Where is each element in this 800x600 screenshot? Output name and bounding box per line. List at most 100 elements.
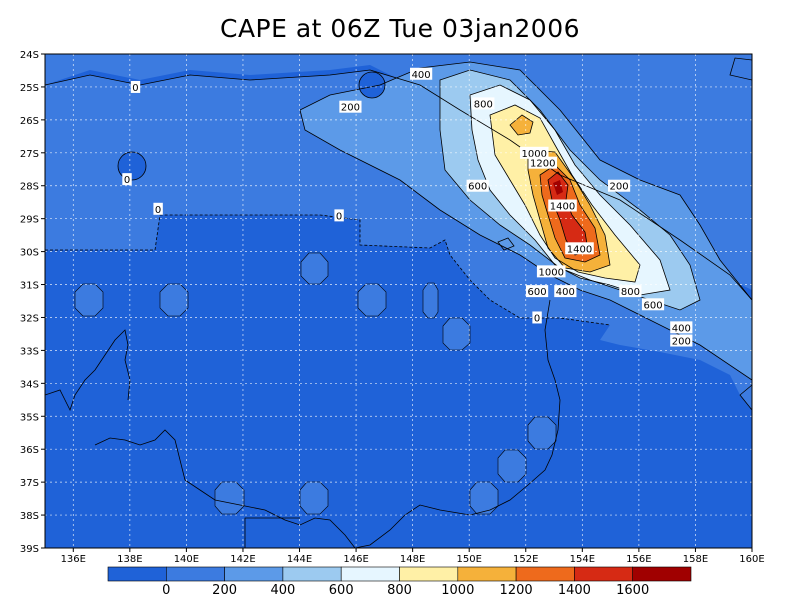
contour-label-bg [607,179,631,192]
y-tick-label: 28S [20,182,39,193]
plot-frame [44,53,753,549]
colorbar-swatch [632,566,692,582]
contour-lines [45,57,752,411]
bubble [357,283,387,317]
contour-label: 400 [412,70,431,81]
grid [45,53,753,549]
contour-line [299,61,752,301]
contour-line [117,151,147,181]
colorbar-swatch [399,566,459,582]
bubble [299,481,329,515]
contour-line [299,109,752,381]
coastline [45,329,131,412]
fill-0-200-main [45,70,752,410]
y-tick-label: 24S [20,50,39,61]
x-tick-label: 158E [683,554,708,565]
y-tick-label: 25S [20,83,39,94]
y-tick-label: 27S [20,149,39,160]
colorbar-label: 800 [387,583,412,598]
y-tick-label: 30S [20,248,39,259]
y-tick-label: 34S [20,379,39,390]
y-tick-label: 36S [20,445,39,456]
colorbar-swatch [282,566,342,582]
x-tick-label: 142E [230,554,255,565]
contour-label: 800 [474,99,493,110]
contour-label-bg [554,285,577,298]
contour-label-bg [519,146,549,159]
contour-line [729,57,752,81]
coastline [354,299,561,548]
contour-label-bg [619,285,642,298]
contour-label: 200 [610,182,629,193]
chart-title: CAPE at 06Z Tue 03jan2006 [219,14,581,43]
contour-line [489,104,641,283]
y-tick-label: 32S [20,313,39,324]
y-tick-label: 35S [20,412,39,423]
bubble [527,416,557,450]
x-tick-label: 160E [739,554,764,565]
contour-line [539,164,601,263]
contour-label-bg [532,311,542,324]
colorbar-label: 1600 [616,583,649,598]
colorbar-label: 400 [270,583,295,598]
colorbar-swatch [515,566,575,582]
colorbar-swatch [340,566,400,582]
contour-label-bg [565,242,594,255]
contour-label: 1400 [550,201,575,212]
contour-label-bg [548,199,577,212]
contour-label: 1400 [567,244,592,255]
x-axis: 136E 138E 140E 142E 144E 146E 148E 150E 152E 154E… [61,548,765,565]
contour-label: 600 [643,300,662,311]
y-tick-label: 26S [20,116,39,127]
contour-line [527,149,611,273]
colorbar-label: 1400 [558,583,591,598]
x-tick-label: 150E [456,554,481,565]
contour-label: 600 [468,182,487,193]
contour-label: 1000 [538,267,563,278]
colorbar-swatch [574,566,634,582]
x-tick-label: 154E [570,554,595,565]
contour-line [739,384,752,411]
contour-label-bg [466,179,489,192]
x-tick-label: 140E [174,554,199,565]
contour-label: 800 [621,287,640,298]
fill-1600 [553,180,563,195]
contour-label: 400 [672,323,691,334]
contour-label: 200 [341,103,360,114]
colorbar-label: 600 [329,583,354,598]
y-tick-label: 31S [20,281,39,292]
bubble [497,449,527,483]
contour-label-bg [472,97,495,110]
contour-label: 200 [672,337,691,348]
coastline [244,517,300,548]
contour-label: 0 [336,211,342,222]
bubble [159,283,189,317]
zero-bubbles [74,252,557,515]
contour-label-bg [536,265,566,278]
contour-line [497,237,515,251]
bubble [359,72,385,98]
contour-label: 600 [528,287,547,298]
contour-label-bg [528,156,558,169]
contour-label: 0 [124,175,130,186]
colorbar: 0 200 400 600 800 1000 1200 1400 1600 [107,566,692,598]
x-tick-label: 136E [61,554,86,565]
bubble [214,481,245,515]
contour-label-bg [641,298,665,311]
contour-label-bg [130,80,141,93]
contour-label-bg [334,209,344,222]
contour-label: 0 [534,313,540,324]
y-axis: 24S 25S 26S 27S 28S 29S 30S 31S 32S 33S 34S 35S 36S 3… [20,50,45,555]
contour-line [358,71,386,99]
colorbar-label: 1000 [441,583,474,598]
bubble [74,283,104,317]
colorbar-swatch [224,566,284,582]
y-tick-label: 37S [20,478,39,489]
bubble [442,317,471,351]
x-tick-label: 152E [513,554,538,565]
colorbar-swatch [107,566,167,582]
colorbar-label: 200 [212,583,237,598]
contour-label-bg [525,285,549,298]
